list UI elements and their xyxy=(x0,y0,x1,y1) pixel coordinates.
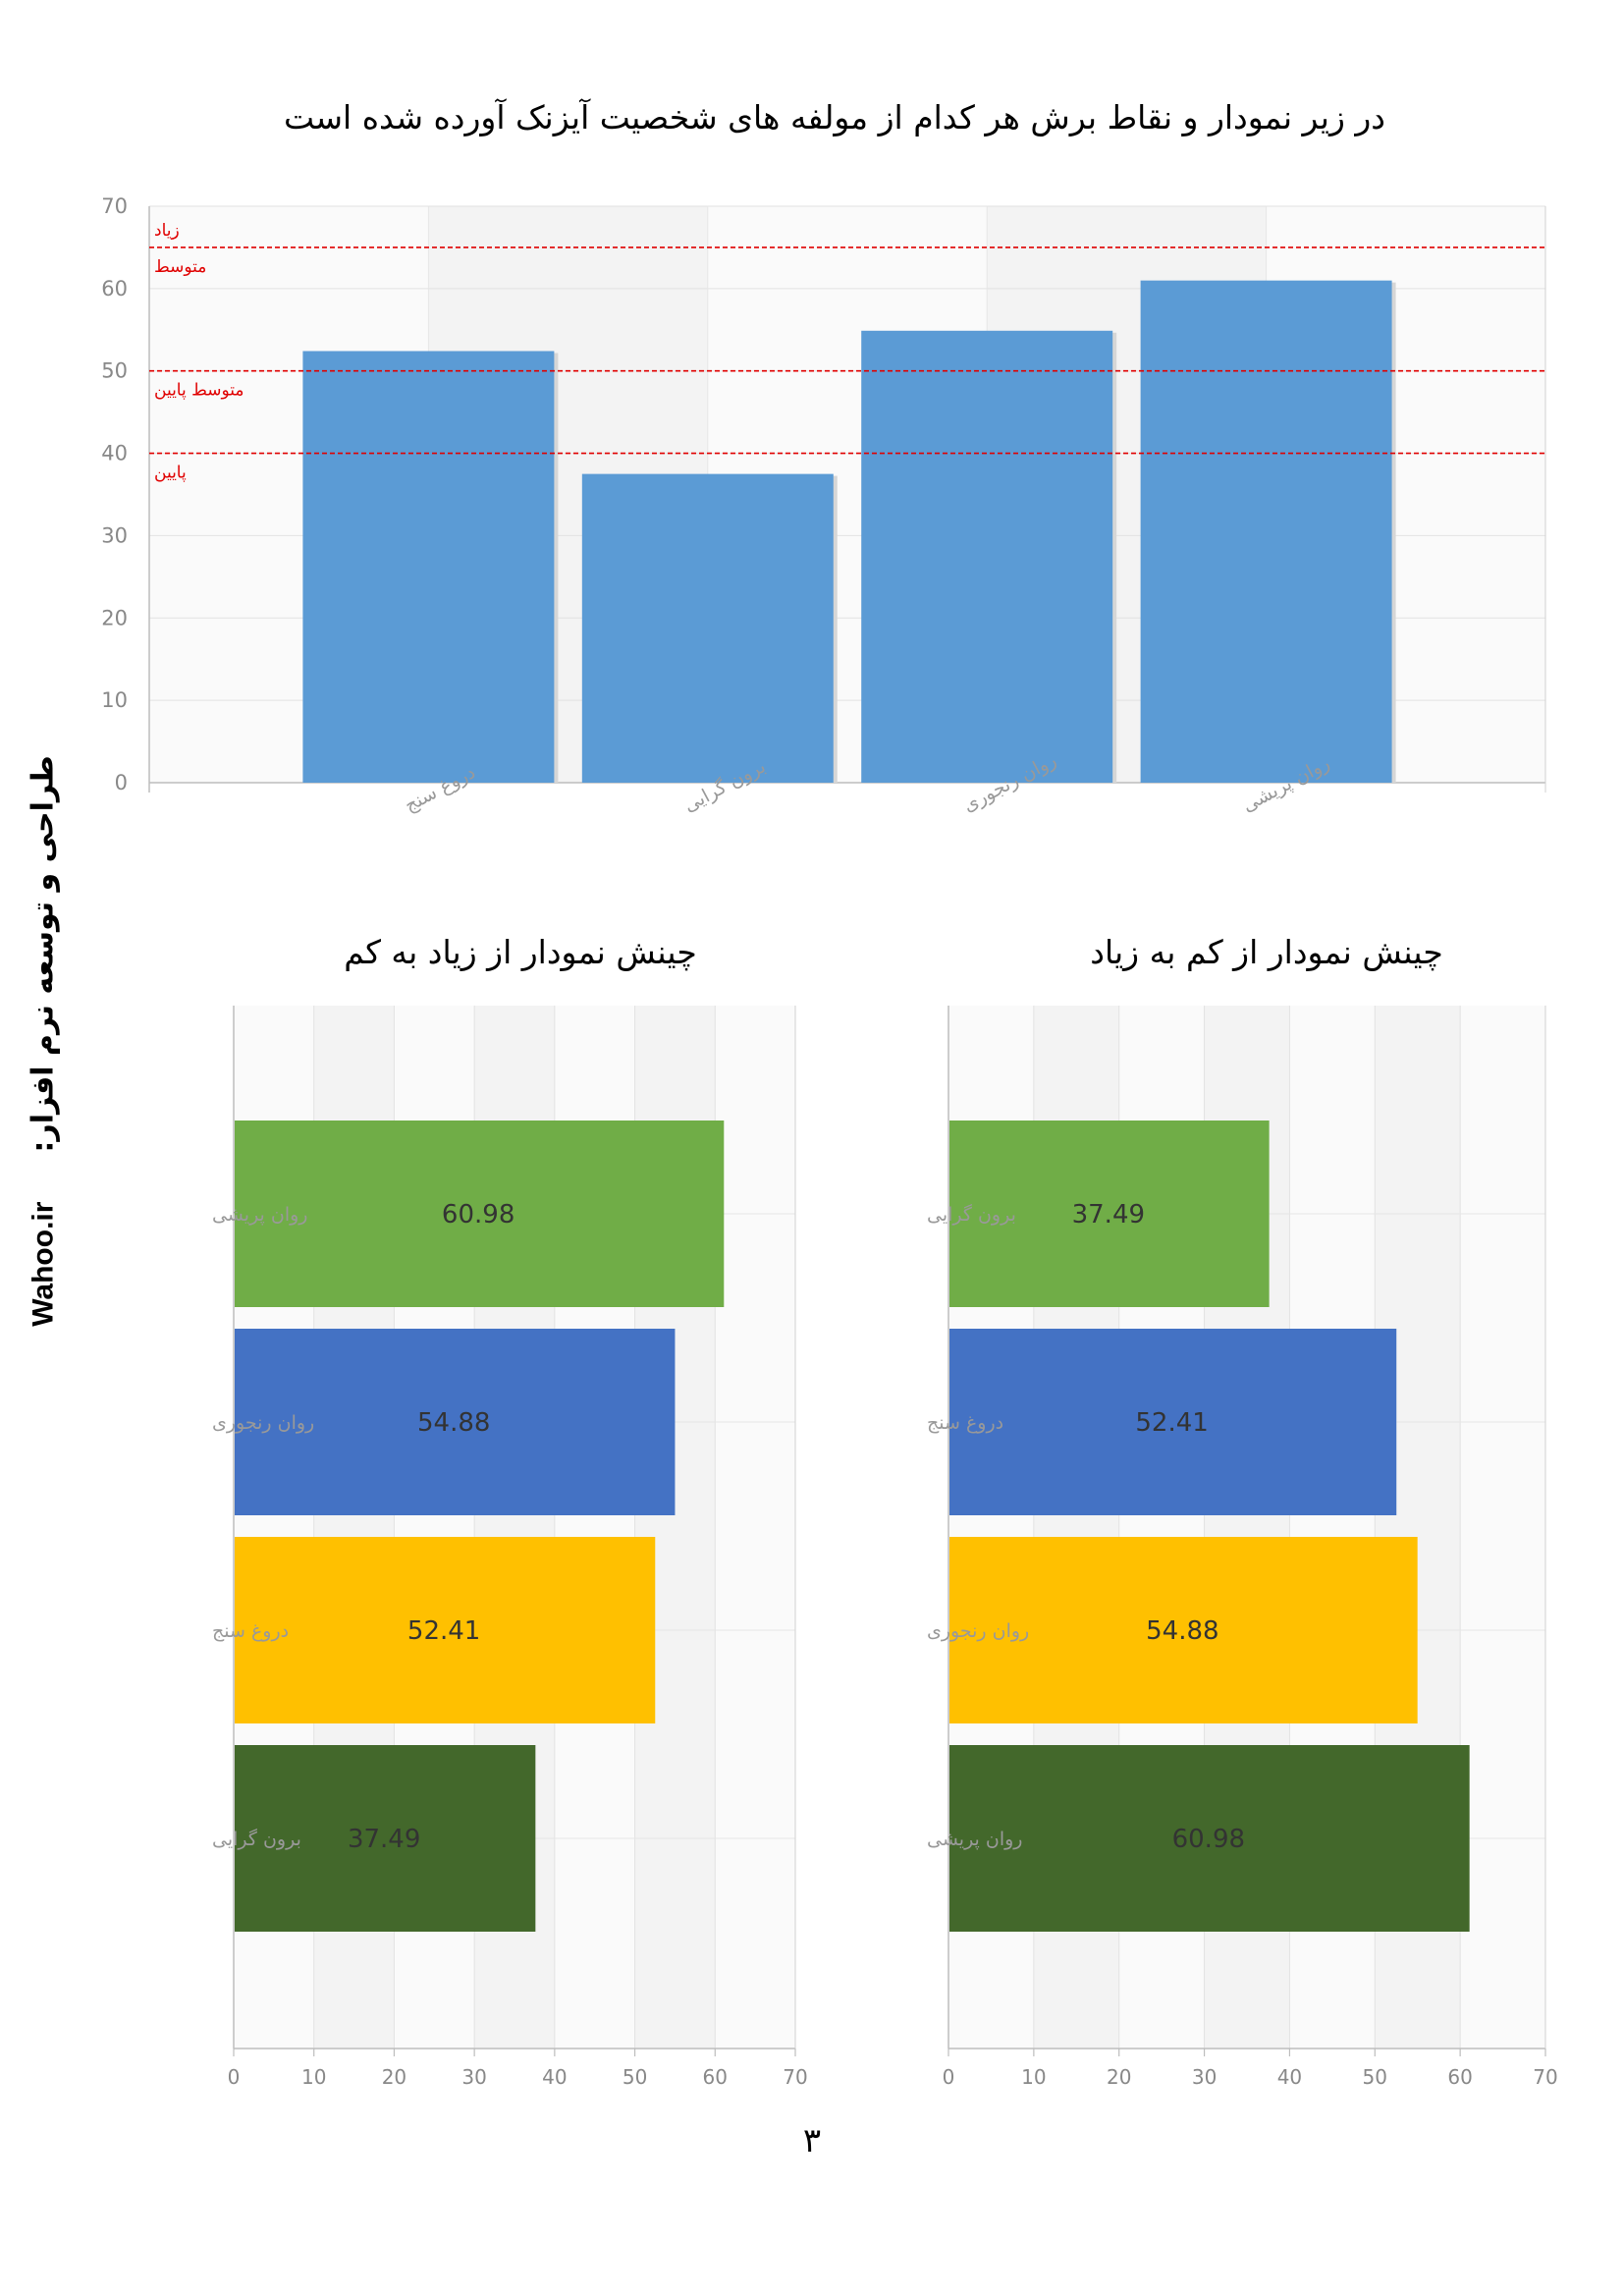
bar xyxy=(235,1121,725,1307)
y-tick-label: 20 xyxy=(101,606,128,629)
x-tick-label: 20 xyxy=(382,2065,406,2089)
threshold-label: متوسط xyxy=(154,257,206,277)
bar xyxy=(235,1537,656,1723)
bar xyxy=(235,1745,536,1932)
x-tick-label: 50 xyxy=(1363,2065,1387,2089)
x-tick-label: 0 xyxy=(228,2065,241,2089)
x-tick-label: 30 xyxy=(461,2065,486,2089)
bar xyxy=(235,1329,676,1515)
y-tick-label: 40 xyxy=(101,442,128,465)
x-tick-label: 10 xyxy=(301,2065,326,2089)
page-number: ۳ xyxy=(802,2121,822,2160)
data-label: 52.41 xyxy=(1135,1408,1208,1438)
bar xyxy=(949,1537,1418,1723)
data-label: 37.49 xyxy=(348,1825,420,1854)
threshold-label: پایین xyxy=(154,464,187,483)
x-tick-label: 10 xyxy=(1021,2065,1046,2089)
x-tick-label: 30 xyxy=(1192,2065,1217,2089)
plot-band xyxy=(715,1006,795,2049)
y-tick-label: دروغ سنج xyxy=(927,1412,1003,1434)
x-tick-label: 40 xyxy=(542,2065,567,2089)
bar xyxy=(949,1329,1397,1515)
y-tick-label: 0 xyxy=(115,771,128,794)
data-label: 54.88 xyxy=(417,1408,490,1438)
x-tick-label: 70 xyxy=(783,2065,807,2089)
x-tick-label: 60 xyxy=(703,2065,728,2089)
x-tick-label: 50 xyxy=(623,2065,647,2089)
side-credit: Wahoo.ir طراحی و توسعه نرم افزار: xyxy=(18,755,69,1327)
bar xyxy=(861,330,1113,783)
bar xyxy=(1140,280,1392,783)
y-tick-label: دروغ سنج xyxy=(212,1620,289,1642)
bar xyxy=(949,1121,1270,1307)
y-tick-label: برون گرایی xyxy=(927,1203,1016,1226)
y-tick-label: روان پریشی xyxy=(927,1829,1022,1850)
x-tick-label: 0 xyxy=(943,2065,955,2089)
bar xyxy=(302,351,555,783)
y-tick-label: روان رنجوری xyxy=(927,1620,1029,1642)
side-credit-text: طراحی و توسعه نرم افزار: xyxy=(26,755,61,1153)
descending-bar-chart: 0 10 20 30 40 50 60 70 60.98 روان پریشی 54.88 روان … xyxy=(212,1006,808,2089)
chart-title-asc: چینش نمودار از کم به زیاد xyxy=(1090,933,1443,971)
y-tick-label: 70 xyxy=(101,194,128,218)
data-label: 60.98 xyxy=(1172,1825,1245,1854)
x-tick-label: 70 xyxy=(1533,2065,1557,2089)
x-tick-label: 40 xyxy=(1277,2065,1302,2089)
y-tick-label: 30 xyxy=(101,523,128,547)
data-label: 52.41 xyxy=(407,1616,480,1646)
threshold-label: زیاد xyxy=(154,221,180,241)
data-label: 54.88 xyxy=(1146,1616,1218,1646)
data-label: 37.49 xyxy=(1072,1200,1145,1230)
y-tick-label: 50 xyxy=(101,359,128,383)
chart-title-desc: چینش نمودار از زیاد به کم xyxy=(344,933,697,971)
y-tick-label: برون گرایی xyxy=(212,1828,301,1850)
side-brand: Wahoo.ir xyxy=(27,1201,59,1327)
bar xyxy=(949,1745,1470,1932)
threshold-label: متوسط پایین xyxy=(154,381,244,401)
y-tick-label: 10 xyxy=(101,688,128,712)
y-tick-label: 60 xyxy=(101,277,128,301)
bar xyxy=(581,473,834,783)
plot-band xyxy=(1460,1006,1545,2049)
page-title: در زیر نمودار و نقاط برش هر کدام از مولف… xyxy=(284,98,1385,137)
x-tick-label: 60 xyxy=(1447,2065,1472,2089)
y-tick-label: روان رنجوری xyxy=(212,1412,314,1434)
data-label: 60.98 xyxy=(442,1200,514,1230)
x-tick-label: 20 xyxy=(1107,2065,1131,2089)
y-tick-label: روان پریشی xyxy=(212,1204,307,1226)
ascending-bar-chart: 0 10 20 30 40 50 60 70 37.49 برون گرایی 52.41 دروغ … xyxy=(927,1006,1558,2089)
